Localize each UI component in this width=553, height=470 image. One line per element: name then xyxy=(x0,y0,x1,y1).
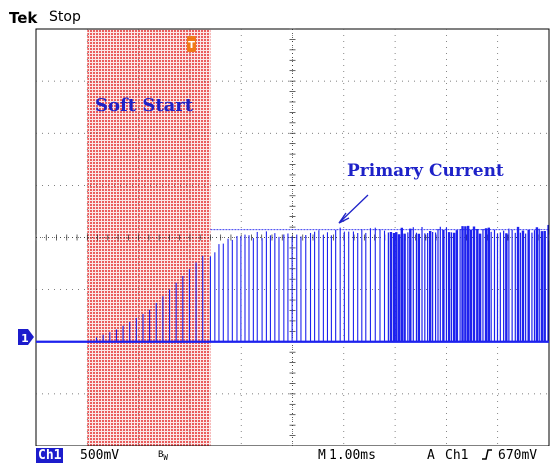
soft-start-label: Soft Start xyxy=(95,95,194,116)
ground-level-marker[interactable]: 1 xyxy=(18,329,34,345)
brand-logo: Tek xyxy=(9,9,38,27)
timebase-value: 1.00ms xyxy=(329,448,376,463)
ground-marker-label: 1 xyxy=(21,332,29,345)
rising-edge-icon xyxy=(481,448,493,465)
bandwidth-limit-icon: BW xyxy=(158,450,168,462)
acquisition-state: Stop xyxy=(49,9,81,25)
trigger-level: 670mV xyxy=(498,448,538,463)
channel-indicator[interactable]: Ch1 xyxy=(36,448,64,463)
trigger-source: Ch1 xyxy=(445,448,469,463)
annotation-arrow xyxy=(338,194,369,224)
channel-1-trace xyxy=(36,224,549,343)
vertical-scale: 500mV xyxy=(80,448,120,463)
bottom-readout-bar: Ch1 500mV BW M 1.00ms A Ch1 670mV xyxy=(0,446,553,466)
trigger-position-marker[interactable]: T xyxy=(187,36,196,52)
primary-current-label: Primary Current xyxy=(347,161,504,181)
trigger-marker-label: T xyxy=(188,40,195,51)
top-status-bar: Tek Stop xyxy=(0,0,553,27)
trigger-mode: A xyxy=(427,448,435,463)
timebase-prefix: M xyxy=(318,448,326,463)
